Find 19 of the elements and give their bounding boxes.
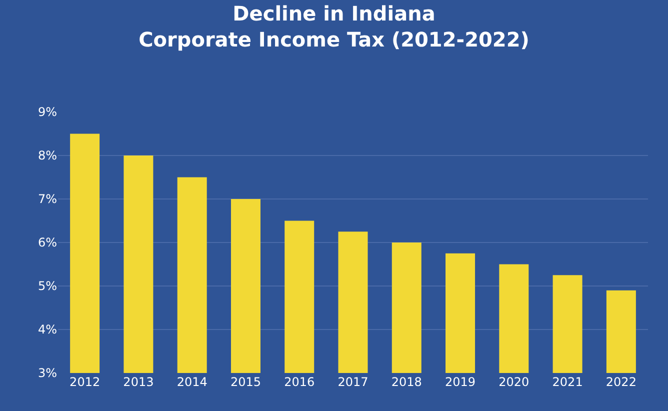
x-tick-label: 2014 [176, 375, 208, 389]
x-tick-label: 2022 [606, 375, 636, 389]
x-tick-label: 2019 [444, 375, 476, 389]
y-tick-label: 3% [38, 366, 57, 380]
x-tick-label: 2012 [70, 375, 100, 389]
y-tick-label: 9% [38, 105, 57, 120]
y-tick-label: 5% [38, 279, 57, 294]
y-tick-label: 4% [38, 322, 57, 337]
x-tick-label: 2021 [552, 375, 583, 389]
x-tick-label: 2018 [391, 375, 422, 389]
x-tick-label: 2013 [123, 375, 154, 389]
y-tick-label: 7% [38, 192, 57, 206]
x-tick-label: 2020 [498, 375, 530, 389]
x-tick-label: 2017 [338, 375, 368, 389]
x-tick-label: 2016 [284, 375, 315, 389]
chart-title: Decline in Indiana Corporate Income Tax (2012-2022) [138, 2, 530, 52]
y-tick-label: 6% [38, 236, 57, 250]
x-tick-label: 2015 [230, 375, 262, 389]
y-tick-label: 8% [38, 148, 57, 163]
